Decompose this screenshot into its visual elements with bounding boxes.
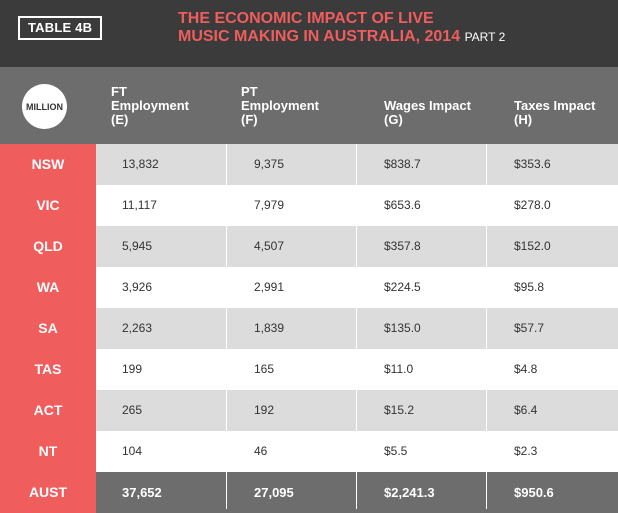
table-row: WA 3,926 2,991 $224.5 $95.8	[0, 267, 618, 308]
table-row: TAS 199 165 $11.0 $4.8	[0, 349, 618, 390]
column-divider	[486, 144, 487, 509]
table-cell: 4,507	[254, 239, 285, 253]
table-cell: $353.6	[514, 157, 551, 171]
table-cell: 46	[254, 444, 268, 458]
title-bar: TABLE 4B THE ECONOMIC IMPACT OF LIVE MUS…	[0, 0, 618, 67]
table-title: THE ECONOMIC IMPACT OF LIVE MUSIC MAKING…	[178, 10, 505, 46]
column-header-line: Employment	[111, 98, 190, 113]
table-cell: $278.0	[514, 198, 551, 212]
table-total-row: AUST 37,652 27,095 $2,241.3 $950.6	[0, 472, 618, 513]
column-header-line: (G)	[384, 112, 403, 127]
column-header-wages-impact: Wages Impact (G)	[356, 67, 486, 144]
table-row: ACT 265 192 $15.2 $6.4	[0, 390, 618, 431]
column-header-line: Employment	[241, 98, 320, 113]
table-cell: $2.3	[514, 444, 538, 458]
table-cell: $838.7	[384, 157, 421, 171]
row-state-label: QLD	[0, 226, 96, 267]
table-cell: $135.0	[384, 321, 421, 335]
table-cell: $950.6	[514, 485, 554, 500]
row-state-label: ACT	[0, 390, 96, 431]
table-cell: 165	[254, 362, 275, 376]
row-background	[96, 431, 618, 472]
table-cell: $152.0	[514, 239, 551, 253]
row-background	[96, 349, 618, 390]
column-header-line: (F)	[241, 112, 258, 127]
table-cell: $2,241.3	[384, 485, 435, 500]
table-cell: $5.5	[384, 444, 408, 458]
column-header-label: Wages Impact (G)	[384, 99, 471, 127]
table-cell: $357.8	[384, 239, 421, 253]
units-badge: MILLION	[22, 84, 67, 129]
table-cell: 7,979	[254, 198, 285, 212]
row-background	[96, 185, 618, 226]
table-cell: 5,945	[122, 239, 153, 253]
table-cell: $95.8	[514, 280, 545, 294]
column-header-line: (H)	[514, 112, 533, 127]
table-cell: $15.2	[384, 403, 415, 417]
table-cell: $6.4	[514, 403, 538, 417]
column-header-label: PT Employment (F)	[241, 85, 319, 127]
column-header-pt-employment: PT Employment (F)	[226, 67, 356, 144]
table-cell: 192	[254, 403, 275, 417]
column-header-ft-employment: FT Employment (E)	[96, 67, 226, 144]
table-cell: 2,991	[254, 280, 285, 294]
column-divider	[356, 144, 357, 509]
row-state-label: SA	[0, 308, 96, 349]
row-background	[96, 226, 618, 267]
table-tag: TABLE 4B	[18, 16, 103, 40]
row-state-label: AUST	[0, 472, 96, 513]
table-cell: 3,926	[122, 280, 153, 294]
header-left-cell: MILLION	[0, 67, 96, 144]
table-cell: $4.8	[514, 362, 538, 376]
row-state-label: VIC	[0, 185, 96, 226]
table-row: QLD 5,945 4,507 $357.8 $152.0	[0, 226, 618, 267]
table-row: SA 2,263 1,839 $135.0 $57.7	[0, 308, 618, 349]
title-line-2-text: MUSIC MAKING IN AUSTRALIA, 2014	[178, 28, 461, 45]
table-cell: 265	[122, 403, 143, 417]
table-cell: $11.0	[384, 362, 414, 376]
table-cell: $653.6	[384, 198, 421, 212]
title-part: PART 2	[464, 30, 506, 44]
column-divider	[226, 144, 227, 509]
row-state-label: WA	[0, 267, 96, 308]
table-cell: 13,832	[122, 157, 159, 171]
column-header-label: Taxes Impact (H)	[514, 99, 595, 127]
column-header-line: (E)	[111, 112, 129, 127]
row-background	[96, 144, 618, 185]
row-background	[96, 472, 618, 513]
column-header-label: FT Employment (E)	[111, 85, 189, 127]
table-row: NSW 13,832 9,375 $838.7 $353.6	[0, 144, 618, 185]
row-state-label: NSW	[0, 144, 96, 185]
row-background	[96, 308, 618, 349]
table-cell: 37,652	[122, 485, 162, 500]
table-cell: 1,839	[254, 321, 285, 335]
column-header-line: Wages Impact	[384, 98, 471, 113]
table-row: NT 104 46 $5.5 $2.3	[0, 431, 618, 472]
column-header-taxes-impact: Taxes Impact (H)	[486, 67, 618, 144]
table-cell: 2,263	[122, 321, 153, 335]
table-cell: 199	[122, 362, 143, 376]
title-line-2: MUSIC MAKING IN AUSTRALIA, 2014 PART 2	[178, 28, 505, 46]
column-header-line: PT	[241, 84, 258, 99]
table-cell: 11,117	[122, 198, 157, 212]
table-cell: 27,095	[254, 485, 294, 500]
table-cell: 104	[122, 444, 143, 458]
table-cell: 9,375	[254, 157, 285, 171]
row-background	[96, 267, 618, 308]
column-header-line: FT	[111, 84, 127, 99]
row-state-label: TAS	[0, 349, 96, 390]
column-header-line: Taxes Impact	[514, 98, 596, 113]
table-row: VIC 11,117 7,979 $653.6 $278.0	[0, 185, 618, 226]
title-line-1: THE ECONOMIC IMPACT OF LIVE	[178, 10, 434, 27]
table-cell: $224.5	[384, 280, 421, 294]
row-state-label: NT	[0, 431, 96, 472]
row-background	[96, 390, 618, 431]
table-cell: $57.7	[514, 321, 545, 335]
